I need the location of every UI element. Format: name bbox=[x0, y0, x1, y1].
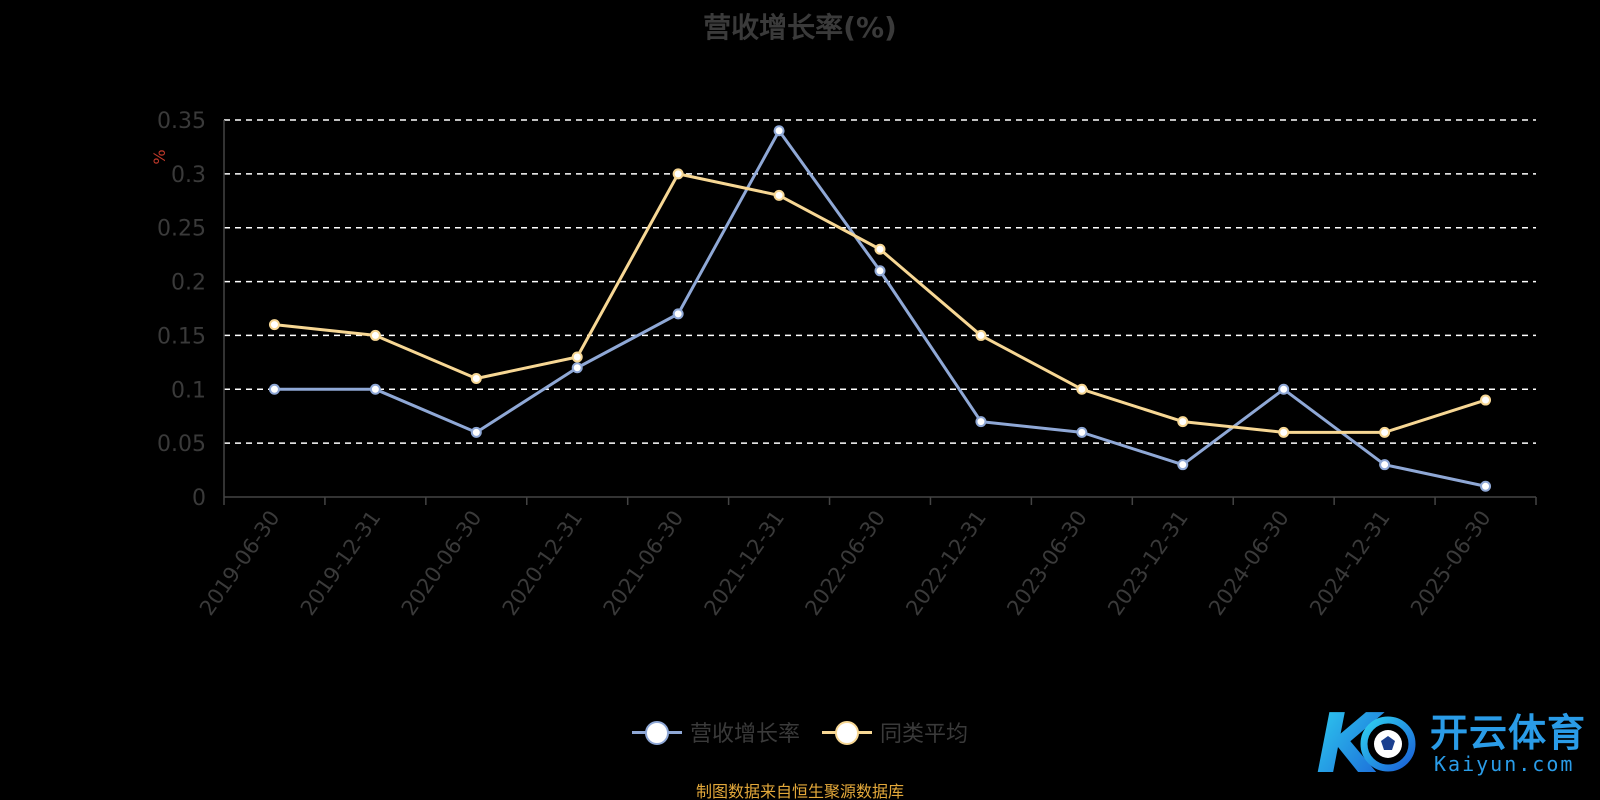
x-tick-label: 2021-12-31 bbox=[700, 506, 790, 620]
data-point bbox=[571, 362, 583, 374]
x-tick-label: 2022-06-30 bbox=[800, 506, 890, 620]
legend-item-peer-average[interactable]: 同类平均 bbox=[822, 716, 968, 748]
data-point bbox=[1480, 394, 1492, 406]
data-point bbox=[268, 383, 280, 395]
series-points bbox=[268, 125, 1492, 492]
data-point bbox=[1177, 459, 1189, 471]
data-point bbox=[369, 383, 381, 395]
x-tick-label: 2022-12-31 bbox=[901, 506, 991, 620]
data-point bbox=[1177, 416, 1189, 428]
legend-item-revenue-growth[interactable]: 营收增长率 bbox=[631, 716, 800, 748]
data-point bbox=[1076, 383, 1088, 395]
grid-lines bbox=[224, 119, 1536, 444]
y-tick-label: 0 bbox=[192, 486, 206, 511]
legend-line-marker-icon bbox=[822, 720, 872, 745]
y-tick-label: 0.15 bbox=[157, 324, 206, 349]
watermark: K 开云体育 Kaiyun.com bbox=[1312, 697, 1592, 792]
data-point bbox=[1278, 383, 1290, 395]
axes: 0 0.05 0.1 0.15 0.2 0.25 0.3 0.35 2019-06-30 2019… bbox=[157, 109, 1537, 620]
series-lines bbox=[274, 129, 1486, 488]
legend: 营收增长率 同类平均 bbox=[0, 716, 1600, 748]
data-point bbox=[470, 373, 482, 385]
data-point bbox=[1379, 459, 1391, 471]
y-tick-label: 0.3 bbox=[171, 163, 206, 188]
data-point bbox=[874, 243, 886, 255]
x-tick-label: 2024-12-31 bbox=[1305, 506, 1395, 620]
source-note: 制图数据来自恒生聚源数据库 bbox=[695, 782, 904, 800]
data-point bbox=[1480, 480, 1492, 492]
data-point bbox=[571, 351, 583, 363]
data-point bbox=[1379, 426, 1391, 438]
y-tick-label: 0.2 bbox=[171, 271, 206, 296]
brand-name-cn: 开云体育 bbox=[1430, 711, 1587, 755]
data-point bbox=[975, 416, 987, 428]
series-line-1 bbox=[274, 172, 1486, 434]
data-point bbox=[470, 426, 482, 438]
data-point bbox=[773, 189, 785, 201]
data-point bbox=[975, 329, 987, 341]
y-axis-label: % bbox=[150, 149, 169, 164]
brand-name-en: Kaiyun.com bbox=[1434, 752, 1575, 776]
x-tick-label: 2025-06-30 bbox=[1406, 506, 1496, 620]
data-point bbox=[1278, 426, 1290, 438]
legend-line-marker-icon bbox=[631, 720, 682, 745]
legend-label: 营收增长率 bbox=[689, 722, 800, 747]
chart-title: 营收增长率(%) bbox=[703, 11, 897, 44]
legend-label: 同类平均 bbox=[880, 722, 969, 747]
svg-text:K: K bbox=[1316, 700, 1385, 786]
data-point bbox=[874, 265, 886, 277]
brand-logo-icon: K bbox=[1316, 697, 1416, 792]
y-tick-label: 0.1 bbox=[171, 378, 206, 403]
data-point bbox=[268, 319, 280, 331]
data-point bbox=[773, 125, 785, 137]
x-tick-label: 2023-06-30 bbox=[1002, 506, 1092, 620]
y-tick-label: 0.05 bbox=[157, 432, 206, 457]
x-tick-label: 2019-12-31 bbox=[296, 506, 386, 620]
data-point bbox=[672, 168, 684, 180]
y-tick-label: 0.25 bbox=[157, 217, 206, 242]
data-point bbox=[1076, 426, 1088, 438]
x-tick-label: 2023-12-31 bbox=[1103, 506, 1193, 620]
data-point bbox=[369, 329, 381, 341]
x-tick-label: 2020-12-31 bbox=[498, 506, 588, 620]
data-point bbox=[672, 308, 684, 320]
y-tick-label: 0.35 bbox=[157, 109, 206, 134]
x-tick-label: 2021-06-30 bbox=[599, 506, 689, 620]
x-tick-label: 2020-06-30 bbox=[397, 506, 487, 620]
x-tick-label: 2019-06-30 bbox=[195, 506, 285, 620]
x-tick-label: 2024-06-30 bbox=[1204, 506, 1294, 620]
